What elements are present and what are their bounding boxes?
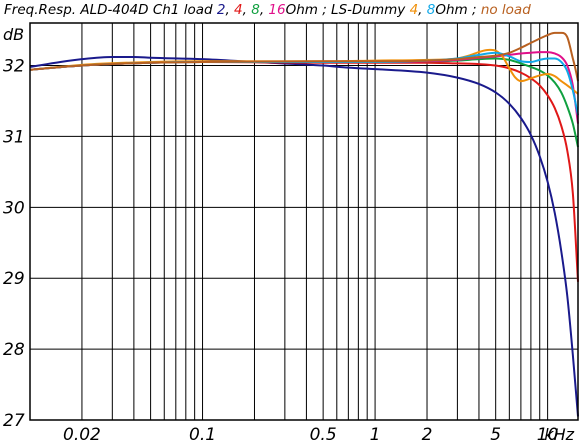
title-part: Ohm ; LS-Dummy xyxy=(285,2,410,18)
grid xyxy=(30,23,578,421)
title-part: 8 xyxy=(426,2,436,18)
y-tick-label: 30 xyxy=(3,198,25,218)
title-part: 4 xyxy=(234,2,243,18)
y-tick-label: 29 xyxy=(3,269,25,289)
title-part: no load xyxy=(480,2,531,18)
series-line xyxy=(29,31,579,82)
y-axis-label: dB xyxy=(3,25,24,44)
series-line xyxy=(29,56,579,417)
title-part: , xyxy=(242,2,252,18)
plot-frame xyxy=(29,22,579,421)
y-tick-label: 31 xyxy=(3,127,25,147)
y-tick-label: 27 xyxy=(3,411,25,431)
y-tick-label: 32 xyxy=(3,57,25,77)
x-tick-label: 0.1 xyxy=(189,425,216,440)
x-tick-label: 2 xyxy=(422,425,433,440)
x-tick-label: 0.5 xyxy=(310,425,337,440)
chart-title: Freq.Resp. ALD-404D Ch1 load 2, 4, 8, 16… xyxy=(0,0,580,20)
y-tick-label: 28 xyxy=(3,340,25,360)
x-tick-label: 0.02 xyxy=(63,425,101,440)
title-part: , xyxy=(259,2,269,18)
x-axis-unit: kHz xyxy=(544,425,574,440)
title-part: 4 xyxy=(409,2,419,18)
title-part: 2 xyxy=(216,2,226,18)
x-tick-label: 1 xyxy=(370,425,381,440)
x-tick-label: 5 xyxy=(490,425,501,440)
series-lines xyxy=(29,31,579,417)
title-part: Freq.Resp. ALD-404D Ch1 load xyxy=(4,2,217,18)
title-part: 8 xyxy=(251,2,260,18)
title-part: 16 xyxy=(268,2,286,18)
title-part: , xyxy=(225,2,235,18)
title-part: , xyxy=(418,2,427,18)
plot-border xyxy=(29,22,579,421)
axis-labels: 27 28 29 30 31 32 0.02 0.1 0.5 1 2 5 10 dB kHz xyxy=(3,25,575,440)
x-tick-label: 10 xyxy=(537,425,559,440)
title-part: Ohm ; xyxy=(435,2,481,18)
